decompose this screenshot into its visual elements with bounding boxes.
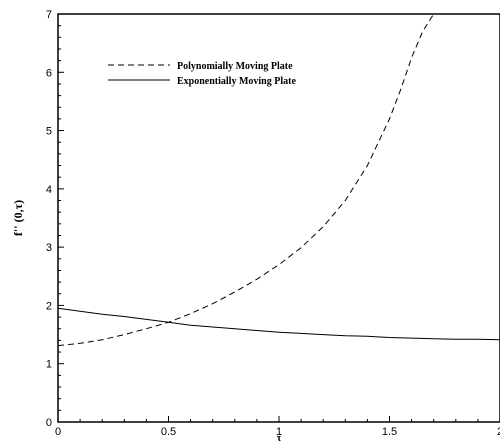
y-tick-label: 2 xyxy=(46,300,52,312)
x-tick-label: 0 xyxy=(55,426,61,438)
tick-labels: 0 0.5 1 1.5 2 0 1 2 3 4 5 6 7 xyxy=(46,9,500,438)
series-layer xyxy=(58,14,500,347)
y-axis-title: f'' (0,τ) xyxy=(11,200,25,236)
y-tick-label: 1 xyxy=(46,359,52,371)
plot-frame xyxy=(57,13,500,423)
y-tick-label: 6 xyxy=(46,67,52,79)
y-tick-label: 0 xyxy=(46,417,52,429)
y-tick-label: 7 xyxy=(46,9,52,21)
x-axis-title: τ xyxy=(277,433,282,443)
y-tick-label: 4 xyxy=(46,184,52,196)
x-tick-label: 1.5 xyxy=(382,426,397,438)
y-tick-label: 3 xyxy=(46,242,52,254)
legend-label-exponential: Exponentially Moving Plate xyxy=(177,76,296,87)
x-tick-label: 1 xyxy=(276,426,282,438)
series-line-exponential xyxy=(58,307,500,341)
x-tick-label: 0.5 xyxy=(161,426,176,438)
x-tick-label: 2 xyxy=(497,426,500,438)
series-line-polynomial xyxy=(58,14,435,347)
y-tick-label: 5 xyxy=(46,126,52,138)
legend-label-polynomial: Polynomially Moving Plate xyxy=(177,61,293,72)
legend: Polynomially Moving Plate Exponentially … xyxy=(108,61,296,87)
